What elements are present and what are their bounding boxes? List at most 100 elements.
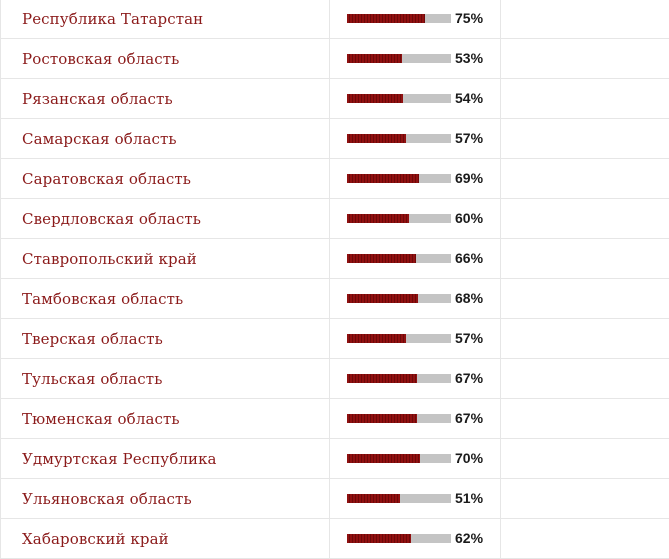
percent-label: 75% (455, 10, 484, 26)
progress-bar-track (347, 374, 451, 383)
region-cell: Тульская область (0, 359, 330, 398)
progress-bar-track (347, 94, 451, 103)
region-name: Тюменская область (22, 410, 180, 428)
region-cell: Тверская область (0, 319, 330, 358)
region-cell: Тамбовская область (0, 279, 330, 318)
region-name: Тульская область (22, 370, 163, 388)
percent-bar-cell: 67% (330, 359, 501, 398)
region-cell: Ростовская область (0, 39, 330, 78)
progress-bar-track (347, 14, 451, 23)
percent-bar-cell: 67% (330, 399, 501, 438)
region-name: Хабаровский край (22, 530, 169, 548)
region-name: Ростовская область (22, 50, 180, 68)
percent-bar-cell: 51% (330, 479, 501, 518)
percent-label: 67% (455, 370, 484, 386)
percent-label: 67% (455, 410, 484, 426)
progress-bar-fill (347, 94, 404, 103)
table-row: Саратовская область 69% (0, 159, 669, 199)
region-name: Ульяновская область (22, 490, 192, 508)
region-cell: Самарская область (0, 119, 330, 158)
percent-label: 69% (455, 170, 484, 186)
percent-label: 60% (455, 210, 484, 226)
percent-bar-cell: 69% (330, 159, 501, 198)
empty-cell (501, 0, 669, 38)
region-cell: Республика Татарстан (0, 0, 330, 38)
empty-cell (501, 319, 669, 358)
percent-bar-cell: 57% (330, 119, 501, 158)
empty-cell (501, 119, 669, 158)
table-row: Свердловская область 60% (0, 199, 669, 239)
progress-bar-fill (347, 454, 420, 463)
table-row: Рязанская область 54% (0, 79, 669, 119)
progress-bar-fill (347, 134, 407, 143)
percent-bar-cell: 68% (330, 279, 501, 318)
region-cell: Хабаровский край (0, 519, 330, 558)
table-row: Ростовская область 53% (0, 39, 669, 79)
progress-bar-track (347, 494, 451, 503)
progress-bar-fill (347, 214, 410, 223)
empty-cell (501, 399, 669, 438)
percent-label: 51% (455, 490, 484, 506)
table-row: Тамбовская область 68% (0, 279, 669, 319)
empty-cell (501, 159, 669, 198)
progress-bar-fill (347, 494, 401, 503)
progress-bar-track (347, 134, 451, 143)
table-row: Самарская область 57% (0, 119, 669, 159)
percent-label: 54% (455, 90, 484, 106)
percent-bar-cell: 57% (330, 319, 501, 358)
progress-bar-fill (347, 14, 425, 23)
region-cell: Свердловская область (0, 199, 330, 238)
region-name: Республика Татарстан (22, 10, 204, 28)
progress-bar-track (347, 414, 451, 423)
region-name: Самарская область (22, 130, 177, 148)
progress-bar-fill (347, 174, 419, 183)
progress-bar-fill (347, 374, 417, 383)
progress-bar-track (347, 174, 451, 183)
empty-cell (501, 239, 669, 278)
table-row: Ставропольский край 66% (0, 239, 669, 279)
progress-bar-track (347, 334, 451, 343)
region-name: Свердловская область (22, 210, 201, 228)
table-row: Удмуртская Республика 70% (0, 439, 669, 479)
percent-bar-cell: 75% (330, 0, 501, 38)
region-cell: Рязанская область (0, 79, 330, 118)
percent-bar-cell: 62% (330, 519, 501, 558)
percent-label: 62% (455, 530, 484, 546)
region-name: Тамбовская область (22, 290, 184, 308)
region-cell: Удмуртская Республика (0, 439, 330, 478)
percent-label: 57% (455, 330, 484, 346)
percent-bar-cell: 70% (330, 439, 501, 478)
progress-bar-track (347, 454, 451, 463)
progress-bar-fill (347, 254, 416, 263)
progress-bar-track (347, 54, 451, 63)
table-row: Тверская область 57% (0, 319, 669, 359)
region-cell: Саратовская область (0, 159, 330, 198)
table-row: Республика Татарстан 75% (0, 0, 669, 39)
table-row: Тюменская область 67% (0, 399, 669, 439)
empty-cell (501, 199, 669, 238)
region-cell: Ульяновская область (0, 479, 330, 518)
progress-bar-track (347, 254, 451, 263)
empty-cell (501, 39, 669, 78)
progress-bar-fill (347, 294, 418, 303)
percent-bar-cell: 53% (330, 39, 501, 78)
progress-bar-track (347, 214, 451, 223)
region-cell: Ставропольский край (0, 239, 330, 278)
percent-label: 66% (455, 250, 484, 266)
empty-cell (501, 439, 669, 478)
percent-label: 68% (455, 290, 484, 306)
progress-bar-fill (347, 334, 407, 343)
table-row: Ульяновская область 51% (0, 479, 669, 519)
empty-cell (501, 479, 669, 518)
percent-label: 70% (455, 450, 484, 466)
progress-bar-fill (347, 414, 417, 423)
empty-cell (501, 79, 669, 118)
region-name: Тверская область (22, 330, 163, 348)
progress-bar-fill (347, 534, 412, 543)
percent-label: 57% (455, 130, 484, 146)
percent-bar-cell: 66% (330, 239, 501, 278)
region-cell: Тюменская область (0, 399, 330, 438)
region-name: Удмуртская Республика (22, 450, 217, 468)
region-name: Саратовская область (22, 170, 191, 188)
